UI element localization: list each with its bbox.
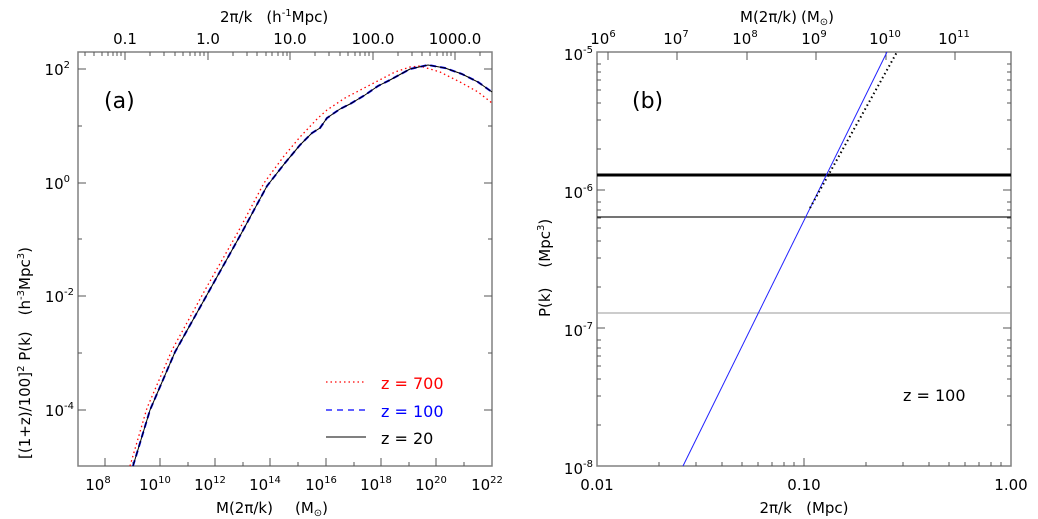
panel-b-redshift-annotation: z = 100 (903, 386, 966, 405)
svg-text:108: 108 (732, 29, 757, 48)
panel-a-y-tick: 102 (45, 60, 70, 79)
legend-label-z20: z = 20 (381, 429, 433, 448)
svg-text:1022: 1022 (471, 475, 503, 494)
panel-a-top-tick: 100.0 (352, 30, 395, 48)
panel-a-y-tick: 10-2 (45, 287, 74, 306)
panel-a-top-axis-title: 2π/k (h-1Mpc) (220, 8, 328, 26)
svg-text:1012: 1012 (194, 475, 226, 494)
panel-a-frame (77, 51, 493, 467)
line-dotted-power-law (809, 51, 898, 209)
panel-b-bottom-tick: 1.00 (994, 476, 1027, 494)
legend-label-z100: z = 100 (381, 402, 444, 421)
svg-text:1011: 1011 (938, 29, 970, 48)
svg-text:108: 108 (85, 475, 110, 494)
panel-a-top-tick: 1000.0 (429, 30, 482, 48)
panel-b-bottom-ticks (658, 458, 1002, 466)
panel-a-y-ticks (78, 68, 492, 411)
panel-b-y-axis-title: P(k)(Mpc3) (536, 219, 554, 317)
svg-text:1010: 1010 (139, 475, 171, 494)
panel-a-top-tick: 10.0 (273, 30, 306, 48)
panel-b-bottom-tick: 0.01 (580, 476, 613, 494)
panel-b-top-axis-title: M(2π/k) (M⊙) (740, 8, 834, 28)
svg-text:1018: 1018 (360, 475, 392, 494)
panel-b-top-tick-labels: 106 107 108 109 1010 1011 (590, 29, 970, 48)
svg-text:1016: 1016 (305, 475, 337, 494)
panel-b-bottom-axis-title: 2π/k (Mpc) (759, 499, 848, 517)
panel-a-bottom-ticks (104, 458, 465, 466)
svg-text:10-6: 10-6 (564, 183, 593, 202)
panel-a-legend: z = 700 z = 100 z = 20 (326, 374, 444, 448)
panel-a-bottom-axis-title: M(2π/k) (M⊙) (216, 499, 328, 519)
panel-b: M(2π/k) (M⊙) 106 107 108 109 1010 1011 (536, 8, 1028, 517)
legend-label-z700: z = 700 (381, 374, 444, 393)
panel-b-label: (b) (632, 89, 663, 114)
svg-text:10-5: 10-5 (564, 45, 593, 64)
panel-a-top-ticks (84, 52, 481, 60)
panel-a-y-tick: 100 (45, 174, 70, 193)
panel-a-top-tick: 0.1 (113, 30, 137, 48)
panel-b-y-ticks (597, 63, 1011, 426)
curve-z20 (132, 64, 493, 467)
svg-text:109: 109 (801, 29, 826, 48)
panel-a-label: (a) (104, 89, 135, 114)
svg-text:106: 106 (590, 29, 615, 48)
panel-a-top-tick: 1.0 (196, 30, 220, 48)
svg-text:10-7: 10-7 (564, 321, 593, 340)
svg-text:10-8: 10-8 (564, 459, 593, 478)
line-blue-power-law (682, 51, 888, 467)
panel-a-y-axis-title: [(1+z)/100]2 P(k)(h-3Mpc3) (16, 247, 34, 459)
panel-a-y-tick: 10-4 (45, 401, 74, 420)
panel-a-bottom-tick-labels: 108 1010 1012 1014 1016 1018 1020 1022 (85, 475, 503, 494)
panel-b-top-ticks (607, 52, 956, 60)
panel-b-bottom-tick: 0.10 (787, 476, 820, 494)
svg-text:1014: 1014 (249, 475, 281, 494)
curve-z700 (129, 65, 493, 467)
panel-b-y-tick-labels: 10-5 10-6 10-7 10-8 (564, 45, 593, 478)
panel-a: 2π/k (h-1Mpc) 0.1 1.0 10.0 100.0 1000.0 (16, 8, 503, 519)
svg-text:1010: 1010 (869, 29, 901, 48)
svg-text:107: 107 (663, 29, 688, 48)
svg-text:1020: 1020 (415, 475, 447, 494)
